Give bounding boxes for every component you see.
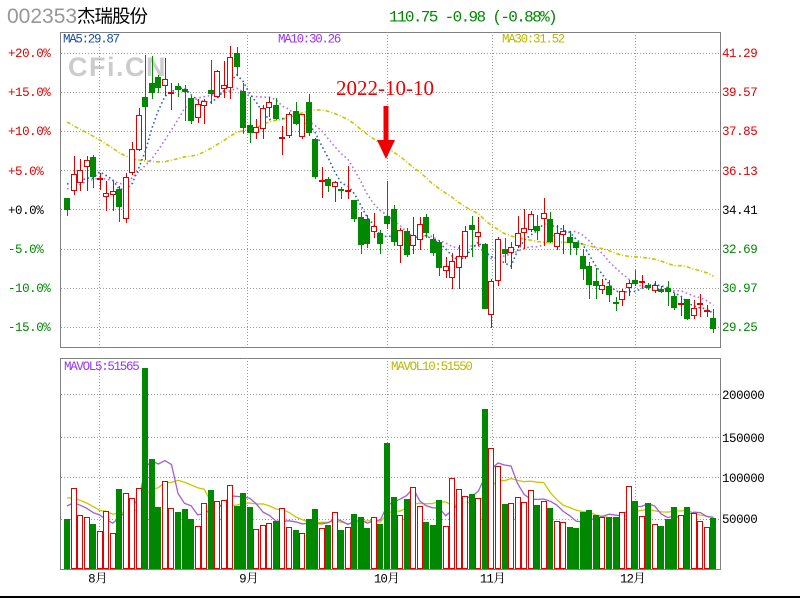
svg-text:MA5:29.87: MA5:29.87 xyxy=(63,33,120,47)
svg-text:-10.0%: -10.0% xyxy=(8,282,51,296)
svg-text:002353: 002353 xyxy=(7,5,77,28)
svg-text:39.57: 39.57 xyxy=(722,86,757,100)
svg-text:110.75 -0.98 (-0.88%): 110.75 -0.98 (-0.88%) xyxy=(389,9,556,27)
svg-text:150000: 150000 xyxy=(722,432,764,446)
svg-text:+20.0%: +20.0% xyxy=(8,47,51,61)
svg-text:36.13: 36.13 xyxy=(722,165,757,179)
svg-text:30.97: 30.97 xyxy=(722,282,757,296)
svg-text:-15.0%: -15.0% xyxy=(8,321,51,335)
svg-text:CFi.CN: CFi.CN xyxy=(68,52,167,82)
svg-text:41.29: 41.29 xyxy=(722,47,757,61)
svg-text:200000: 200000 xyxy=(722,389,764,403)
svg-text:37.85: 37.85 xyxy=(722,125,757,139)
svg-text:10: 10 xyxy=(374,573,388,587)
svg-text:+15.0%: +15.0% xyxy=(8,86,51,100)
svg-text:MAVOL10:51550: MAVOL10:51550 xyxy=(391,360,472,374)
svg-text:11: 11 xyxy=(480,573,494,587)
svg-text:8: 8 xyxy=(88,573,95,587)
svg-text:MA10:30.26: MA10:30.26 xyxy=(278,33,341,47)
svg-text:+5.0%: +5.0% xyxy=(8,165,44,179)
svg-text:+0.0%: +0.0% xyxy=(8,204,44,218)
svg-text:9: 9 xyxy=(239,573,246,587)
svg-text:100000: 100000 xyxy=(722,472,764,486)
svg-text:32.69: 32.69 xyxy=(722,243,757,257)
svg-text:34.41: 34.41 xyxy=(722,204,757,218)
svg-text:MAVOL5:51565: MAVOL5:51565 xyxy=(64,360,139,374)
svg-text:-5.0%: -5.0% xyxy=(8,243,44,257)
svg-text:2022-10-10: 2022-10-10 xyxy=(336,76,434,100)
svg-text:+10.0%: +10.0% xyxy=(8,125,51,139)
svg-text:29.25: 29.25 xyxy=(722,321,757,335)
svg-text:50000: 50000 xyxy=(722,513,757,527)
svg-text:12: 12 xyxy=(620,573,634,587)
svg-text:MA30:31.52: MA30:31.52 xyxy=(502,33,565,47)
